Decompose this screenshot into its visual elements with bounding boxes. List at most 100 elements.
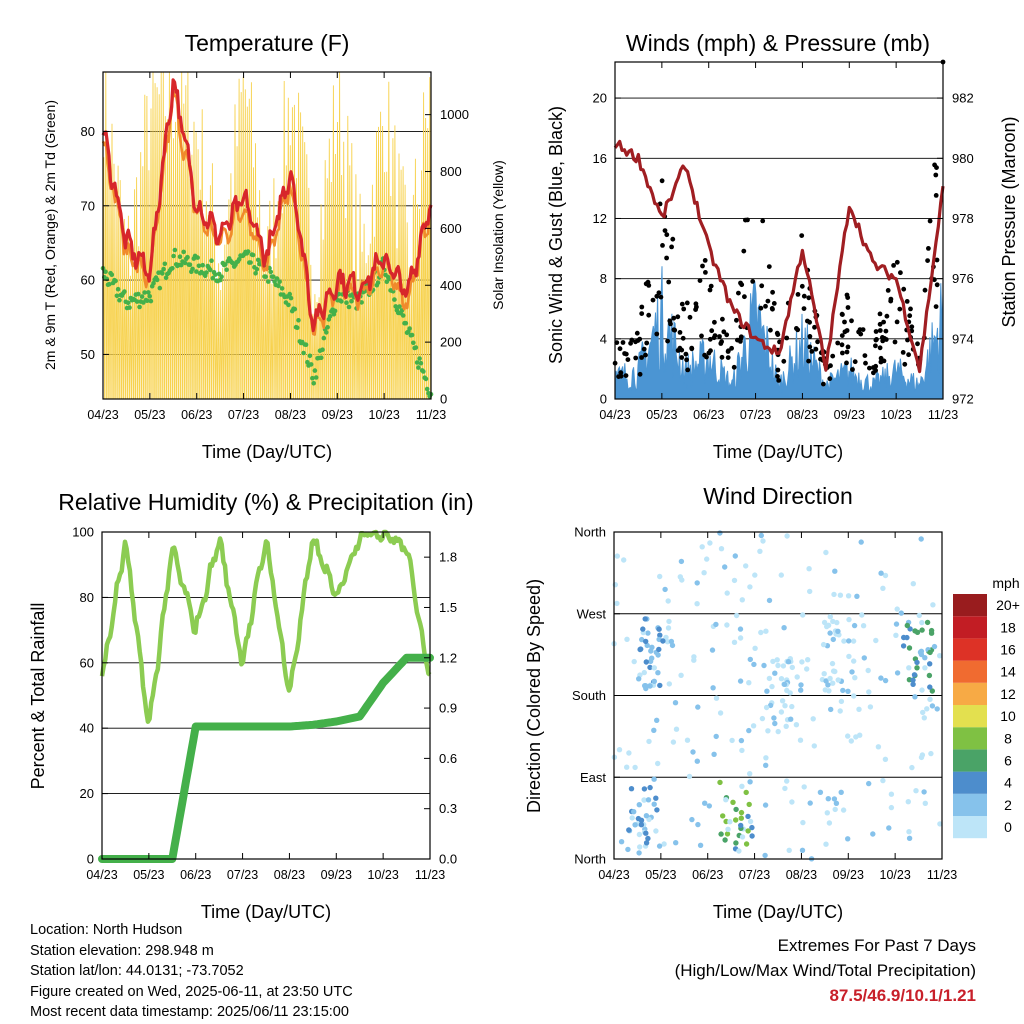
dewpoint-point: [185, 254, 190, 260]
gust-point: [634, 330, 640, 336]
dewpoint-point: [349, 298, 354, 304]
gust-point: [706, 350, 712, 356]
legend-swatch: [953, 705, 987, 728]
gust-point: [646, 283, 652, 288]
direction-point: [717, 530, 723, 536]
gust-point: [844, 328, 850, 333]
dewpoint-point: [417, 356, 422, 361]
direction-point: [878, 675, 884, 681]
direction-point: [806, 566, 812, 572]
direction-point: [835, 677, 841, 683]
direction-point: [724, 831, 731, 837]
gust-point: [801, 306, 807, 311]
gust-point: [664, 255, 669, 261]
direction-point: [750, 723, 757, 729]
gust-point: [934, 257, 940, 263]
direction-point: [851, 622, 858, 629]
direction-point: [730, 799, 736, 805]
direction-point: [829, 660, 836, 667]
gust-point: [862, 353, 868, 358]
humidity-y-tick-label: 80: [80, 590, 94, 605]
temperature-x-tick-label: 10/23: [369, 408, 400, 422]
direction-point: [878, 570, 884, 576]
dewpoint-point: [161, 266, 166, 272]
direction-point: [893, 632, 899, 638]
dewpoint-point: [414, 360, 420, 365]
legend-label: 14: [1000, 664, 1016, 680]
direction-point: [906, 829, 912, 835]
direction-point: [727, 819, 733, 825]
gust-point: [616, 374, 621, 379]
humidity-x-tick-label: 10/23: [368, 868, 399, 882]
legend-swatch: [953, 771, 987, 794]
legend-swatch: [953, 594, 987, 617]
gust-point: [894, 319, 900, 325]
dewpoint-point: [346, 304, 352, 310]
temperature-y2-tick-label: 400: [440, 278, 462, 293]
temperature-y-tick-label: 60: [81, 273, 95, 288]
gust-point: [844, 349, 850, 355]
direction-point: [725, 826, 731, 832]
direction-point: [827, 614, 833, 620]
winds-x-tick-label: 07/23: [740, 408, 771, 422]
direction-point: [660, 638, 666, 644]
direction-point: [647, 664, 653, 671]
gust-point: [625, 357, 631, 362]
gust-point: [915, 341, 920, 347]
gust-point: [665, 338, 670, 344]
direction-point: [686, 773, 693, 780]
winds-y2-tick-label: 976: [952, 271, 974, 286]
direction-point: [731, 639, 738, 645]
direction-point: [805, 657, 811, 663]
direction-point: [927, 684, 933, 690]
direction-point: [643, 638, 649, 645]
direction-point: [695, 821, 701, 828]
direction-point: [636, 850, 642, 856]
direction-point: [761, 662, 767, 669]
humidity-y-tick-label: 40: [80, 721, 94, 736]
direction-point: [654, 807, 660, 813]
direction-point: [906, 665, 912, 671]
dewpoint-point: [162, 261, 168, 267]
direction-point: [641, 797, 647, 803]
gust-point: [739, 282, 745, 288]
gust-point: [633, 355, 639, 361]
direction-point: [743, 841, 750, 847]
gust-point: [863, 360, 868, 366]
direction-point: [921, 789, 927, 795]
direction-point: [737, 626, 744, 632]
direction-point: [784, 687, 790, 694]
direction-point: [831, 591, 837, 598]
direction-point: [906, 835, 913, 841]
gust-point: [934, 282, 940, 288]
gust-point: [763, 303, 768, 309]
direction-point: [647, 658, 654, 665]
dewpoint-point: [359, 300, 364, 305]
direction-point: [800, 612, 806, 618]
humidity-x-axis-label: Time (Day/UTC): [201, 902, 331, 922]
direction-point: [928, 750, 934, 757]
legend-label: 16: [1000, 642, 1016, 658]
legend-swatch: [953, 727, 987, 750]
direction-point: [886, 825, 892, 831]
gust-point: [877, 311, 883, 317]
gust-point: [670, 236, 676, 242]
gust-point: [725, 355, 731, 360]
direction-point: [713, 621, 719, 628]
gust-point: [719, 354, 725, 360]
direction-point: [846, 616, 852, 623]
direction-point: [624, 636, 630, 642]
gust-point: [629, 337, 635, 343]
direction-point: [849, 669, 855, 675]
direction-point: [691, 654, 697, 660]
direction-point: [738, 815, 744, 821]
temperature-plot-frame: [102, 71, 432, 400]
gust-point: [637, 336, 643, 342]
direction-point: [654, 717, 660, 723]
dewpoint-point: [344, 300, 349, 306]
direction-point: [830, 680, 836, 686]
gust-point: [891, 263, 896, 268]
dewpoint-point: [115, 286, 121, 292]
direction-point: [636, 831, 643, 838]
dewpoint-point: [296, 318, 301, 323]
